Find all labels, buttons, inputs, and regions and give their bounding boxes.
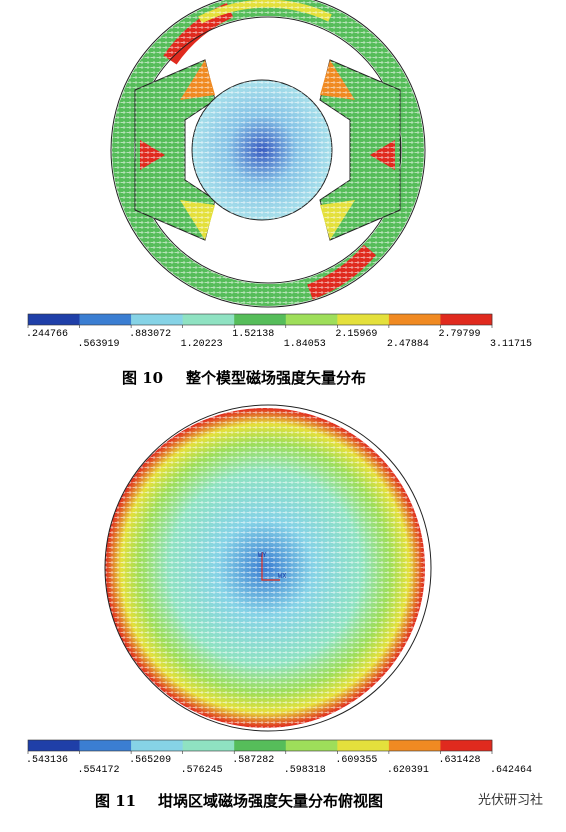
colorbar-label: 3.11715 <box>490 339 532 350</box>
colorbar-swatch <box>337 740 390 751</box>
colorbar-swatch <box>182 314 235 325</box>
colorbar-swatch <box>182 740 235 751</box>
colorbar-label: 1.52138 <box>232 329 274 340</box>
figure-label: 图 10 <box>122 369 163 387</box>
colorbar-label: 2.79799 <box>438 329 480 340</box>
colorbar-swatch <box>28 740 80 751</box>
colorbar-label: .609355 <box>335 755 377 766</box>
colorbar-frame <box>27 739 493 752</box>
colorbar-label: .554172 <box>78 765 120 776</box>
colorbar-swatch <box>131 314 183 325</box>
colorbar-label: .565209 <box>129 755 171 766</box>
colorbar-label: .563919 <box>78 339 120 350</box>
axis-label: WY <box>258 552 267 560</box>
colorbar-swatch <box>234 740 287 751</box>
colorbar-label: .642464 <box>490 765 532 776</box>
colorbar-label: .883072 <box>129 329 171 340</box>
colorbar-swatch <box>440 740 493 751</box>
colorbar-label: .587282 <box>232 755 274 766</box>
colorbar-swatch <box>79 314 132 325</box>
colorbar-swatch <box>28 314 80 325</box>
colorbar-frame <box>27 313 493 326</box>
colorbar-label: .598318 <box>284 765 326 776</box>
colorbar-label: 2.47884 <box>387 339 429 350</box>
figure-title: 坩埚区域磁场强度矢量分布俯视图 <box>158 792 383 810</box>
field-plot-top-view <box>104 404 432 732</box>
field-plot <box>110 0 426 308</box>
colorbar-swatch <box>285 314 338 325</box>
colorbar-swatch <box>337 314 390 325</box>
colorbar-swatch <box>79 740 132 751</box>
colorbar-label: .543136 <box>26 755 68 766</box>
axis-label: WX <box>278 573 287 581</box>
colorbar-swatch <box>131 740 183 751</box>
colorbar-label: 2.15969 <box>335 329 377 340</box>
colorbar-swatch <box>440 314 493 325</box>
colorbar-label: .244766 <box>26 329 68 340</box>
colorbar-swatch <box>388 314 441 325</box>
figure-title: 整个模型磁场强度矢量分布 <box>186 369 366 387</box>
colorbar-swatch <box>234 314 287 325</box>
watermark: 光伏研习社 <box>478 792 543 808</box>
colorbar-label: 1.20223 <box>181 339 223 350</box>
colorbar-label: .576245 <box>181 765 223 776</box>
colorbar-label: .620391 <box>387 765 429 776</box>
colorbar-label: .631428 <box>438 755 480 766</box>
figure-label: 图 11 <box>95 792 136 810</box>
colorbar-swatch <box>285 740 338 751</box>
colorbar-label: 1.84053 <box>284 339 326 350</box>
colorbar-swatch <box>388 740 441 751</box>
